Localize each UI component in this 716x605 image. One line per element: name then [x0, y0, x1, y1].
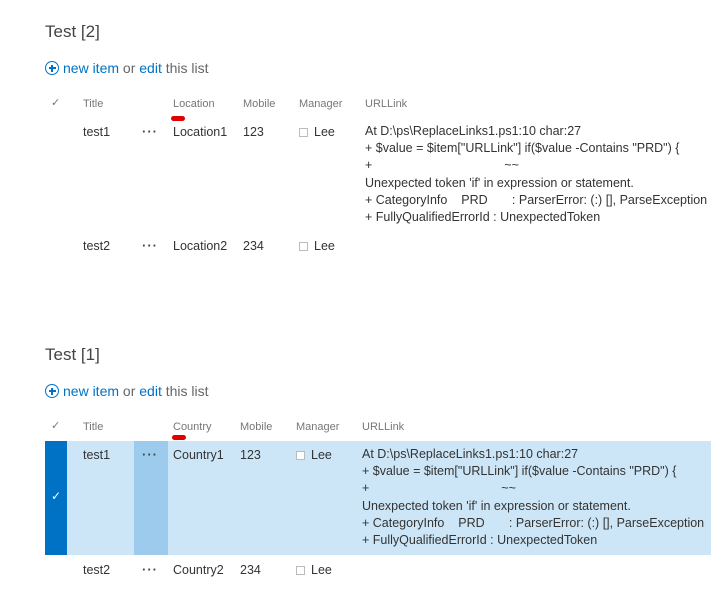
list-title: Test [1] [45, 345, 100, 364]
red-annotation-mark [172, 435, 186, 440]
column-header-mobile[interactable]: Mobile [240, 421, 273, 433]
or-text: or [122, 383, 136, 399]
cell-country: Country1 [173, 448, 224, 462]
column-header-manager[interactable]: Manager [299, 98, 343, 110]
cell-manager: Lee [296, 448, 332, 462]
edit-link[interactable]: edit [139, 383, 162, 399]
cell-mobile: 234 [243, 239, 264, 253]
person-checkbox-icon [299, 242, 308, 251]
cell-manager: Lee [299, 125, 335, 139]
cell-urllink: At D:\ps\ReplaceLinks1.ps1:10 char:27 + … [362, 447, 705, 548]
cell-mobile: 234 [240, 563, 261, 577]
ellipsis-menu-icon[interactable]: ··· [142, 562, 158, 577]
column-header-title[interactable]: Title [83, 98, 104, 110]
column-header-urllink[interactable]: URLLink [365, 98, 408, 110]
cell-title[interactable]: test2 [83, 563, 111, 577]
person-checkbox-icon [299, 128, 308, 137]
select-all-checkmark-icon[interactable]: ✓ [51, 97, 61, 109]
cell-title[interactable]: test1 [83, 448, 111, 462]
column-header-manager[interactable]: Manager [296, 421, 340, 433]
cell-location: Location2 [173, 239, 228, 253]
this-list-text: this list [165, 383, 209, 399]
command-bar: new item or edit this list [45, 60, 209, 76]
cell-title[interactable]: test1 [83, 125, 111, 139]
ellipsis-menu-icon[interactable]: ··· [142, 124, 158, 139]
add-circle-icon[interactable] [45, 61, 59, 75]
manager-name: Lee [311, 563, 332, 577]
person-checkbox-icon [296, 451, 305, 460]
cell-title[interactable]: test2 [83, 239, 111, 253]
new-item-link[interactable]: new item [63, 383, 120, 399]
cell-country: Country2 [173, 563, 224, 577]
manager-name: Lee [314, 239, 335, 253]
cell-mobile: 123 [243, 125, 264, 139]
cell-manager: Lee [299, 239, 335, 253]
column-header-location[interactable]: Location [173, 98, 215, 110]
column-header-mobile[interactable]: Mobile [243, 98, 276, 110]
column-header-urllink[interactable]: URLLink [362, 421, 405, 433]
add-circle-icon[interactable] [45, 384, 59, 398]
command-bar: new item or edit this list [45, 383, 209, 399]
column-header-country[interactable]: Country [173, 421, 212, 433]
cell-urllink: At D:\ps\ReplaceLinks1.ps1:10 char:27 + … [365, 124, 708, 225]
cell-mobile: 123 [240, 448, 261, 462]
manager-name: Lee [314, 125, 335, 139]
cell-location: Location1 [173, 125, 228, 139]
ellipsis-menu-icon[interactable]: ··· [142, 447, 158, 462]
person-checkbox-icon [296, 566, 305, 575]
column-header-title[interactable]: Title [83, 421, 104, 433]
ellipsis-menu-icon[interactable]: ··· [142, 238, 158, 253]
list-title: Test [2] [45, 22, 100, 41]
red-annotation-mark [171, 116, 185, 121]
this-list-text: this list [165, 60, 209, 76]
cell-manager: Lee [296, 563, 332, 577]
or-text: or [122, 60, 136, 76]
selected-checkmark-icon[interactable]: ✓ [51, 489, 62, 503]
row-select-toggle[interactable] [45, 441, 67, 555]
selected-menu-highlight [134, 441, 168, 555]
select-all-checkmark-icon[interactable]: ✓ [51, 420, 61, 432]
edit-link[interactable]: edit [139, 60, 162, 76]
new-item-link[interactable]: new item [63, 60, 120, 76]
manager-name: Lee [311, 448, 332, 462]
